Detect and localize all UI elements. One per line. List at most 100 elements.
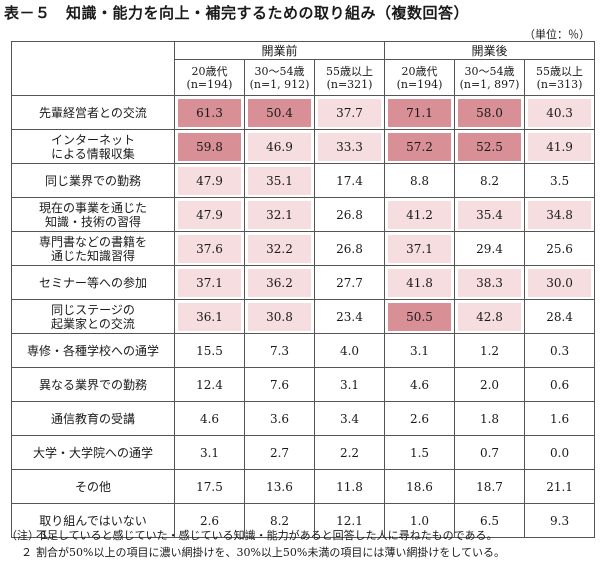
sample-size-label: (n=1, 897) — [459, 77, 520, 91]
value-text: 41.8 — [388, 268, 452, 297]
value-cell: 36.2 — [244, 265, 315, 300]
value-cell: 2.7 — [244, 435, 315, 470]
value-text: 4.6 — [199, 411, 220, 426]
value-text: 3.1 — [339, 377, 360, 392]
value-cell: 18.6 — [384, 469, 456, 504]
value-cell: 46.9 — [244, 129, 315, 164]
value-text: 36.1 — [178, 302, 241, 331]
value-cell: 2.6 — [174, 503, 245, 538]
value-cell: 8.8 — [384, 163, 456, 198]
value-cell: 26.8 — [313, 197, 386, 232]
value-text: 3.1 — [199, 445, 220, 460]
value-text: 2.6 — [409, 411, 430, 426]
row-label: 取り組んではいない — [11, 503, 175, 538]
row-label: セミナー等への参加 — [11, 265, 175, 300]
value-text: 32.2 — [248, 234, 311, 263]
row-label: 大学・大学院への通学 — [11, 435, 175, 470]
value-text: 52.5 — [458, 132, 522, 161]
value-cell: 35.4 — [454, 197, 526, 232]
value-text: 26.8 — [336, 207, 363, 222]
value-text: 47.9 — [178, 166, 241, 195]
value-text: 25.6 — [546, 241, 573, 256]
value-cell: 58.0 — [454, 95, 526, 130]
value-cell: 1.8 — [454, 401, 526, 436]
value-cell: 11.8 — [313, 469, 386, 504]
unit-label: （単位：％） — [524, 28, 590, 41]
value-text: 3.6 — [269, 411, 290, 426]
value-text: 37.1 — [178, 268, 241, 297]
value-cell: 4.6 — [174, 401, 245, 436]
value-text: 18.6 — [406, 479, 433, 494]
value-text: 1.8 — [479, 411, 500, 426]
value-text: 40.3 — [528, 98, 592, 127]
value-text: 8.8 — [409, 173, 430, 188]
value-cell: 17.5 — [174, 469, 245, 504]
value-text: 1.2 — [479, 343, 500, 358]
row-label: 異なる業界での勤務 — [11, 367, 175, 402]
value-text: 26.8 — [336, 241, 363, 256]
value-text: 12.4 — [196, 377, 223, 392]
value-text: 15.5 — [196, 343, 223, 358]
value-cell: 61.3 — [174, 95, 245, 130]
row-label: 専門書などの書籍を 通じた知識習得 — [11, 231, 175, 266]
value-text: 0.0 — [550, 445, 570, 460]
value-cell: 52.5 — [454, 129, 526, 164]
value-text: 37.7 — [318, 98, 382, 127]
value-text: 7.3 — [269, 343, 290, 358]
value-cell: 18.7 — [454, 469, 526, 504]
table-row: 取り組んではいない 2.6 8.2 12.1 1.0 6.5 9.3 — [11, 503, 596, 538]
table-row: 異なる業界での勤務 12.4 7.6 3.1 4.6 2.0 0.6 — [11, 367, 596, 402]
value-text: 0.7 — [479, 445, 500, 460]
value-cell: 12.4 — [174, 367, 245, 402]
value-cell: 1.2 — [454, 333, 526, 368]
age-group-label: 55歳以上 — [536, 64, 584, 78]
value-text: 42.8 — [458, 302, 522, 331]
sample-size-label: (n=1, 912) — [249, 77, 310, 91]
value-text: 1.6 — [550, 411, 570, 426]
value-cell: 28.4 — [524, 299, 596, 334]
age-group-label: 20歳代 — [191, 64, 228, 78]
value-text: 7.6 — [269, 377, 290, 392]
value-text: 58.0 — [458, 98, 522, 127]
value-text: 41.9 — [528, 132, 592, 161]
value-cell: 15.5 — [174, 333, 245, 368]
value-cell: 3.4 — [313, 401, 386, 436]
value-cell: 50.4 — [244, 95, 315, 130]
value-text: 50.4 — [248, 98, 311, 127]
row-label: 専修・各種学校への通学 — [11, 333, 175, 368]
value-cell: 32.1 — [244, 197, 315, 232]
value-text: 35.4 — [458, 200, 522, 229]
table-title: 表－５ 知識・能力を向上・補完するための取り組み（複数回答） — [4, 4, 470, 22]
value-text: 11.8 — [336, 479, 363, 494]
value-text: 12.1 — [336, 513, 363, 528]
value-cell: 7.6 — [244, 367, 315, 402]
value-cell: 8.2 — [454, 163, 526, 198]
value-text: 37.1 — [388, 234, 452, 263]
value-text: 29.4 — [476, 241, 503, 256]
note-tag: （注）１ — [6, 529, 50, 542]
table-row: その他 17.5 13.6 11.8 18.6 18.7 21.1 — [11, 469, 596, 504]
value-text: 2.0 — [479, 377, 500, 392]
row-label: 同じ業界での勤務 — [11, 163, 175, 198]
value-cell: 41.8 — [384, 265, 456, 300]
row-label: インターネット による情報収集 — [11, 129, 175, 164]
value-text: 3.1 — [409, 343, 430, 358]
value-cell: 50.5 — [384, 299, 456, 334]
value-cell: 2.2 — [313, 435, 386, 470]
value-text: 30.8 — [248, 302, 311, 331]
age-group-label: 55歳以上 — [326, 64, 374, 78]
value-cell: 3.6 — [244, 401, 315, 436]
value-text: 59.8 — [178, 132, 241, 161]
value-cell: 41.2 — [384, 197, 456, 232]
subheader-cell: 20歳代 (n=194) — [174, 59, 245, 96]
value-text: 30.0 — [528, 268, 592, 297]
table-row: 通信教育の受講 4.6 3.6 3.4 2.6 1.8 1.6 — [11, 401, 596, 436]
row-label: 通信教育の受講 — [11, 401, 175, 436]
value-cell: 4.6 — [384, 367, 456, 402]
value-cell: 47.9 — [174, 163, 245, 198]
row-label: 先輩経営者との交流 — [11, 95, 175, 130]
data-table: 開業前 開業後 20歳代 (n=194) 30～54歳 (n=1, 912) 55歳以上… — [11, 41, 596, 538]
value-text: 2.2 — [339, 445, 360, 460]
value-text: 18.7 — [476, 479, 503, 494]
value-cell: 3.1 — [174, 435, 245, 470]
